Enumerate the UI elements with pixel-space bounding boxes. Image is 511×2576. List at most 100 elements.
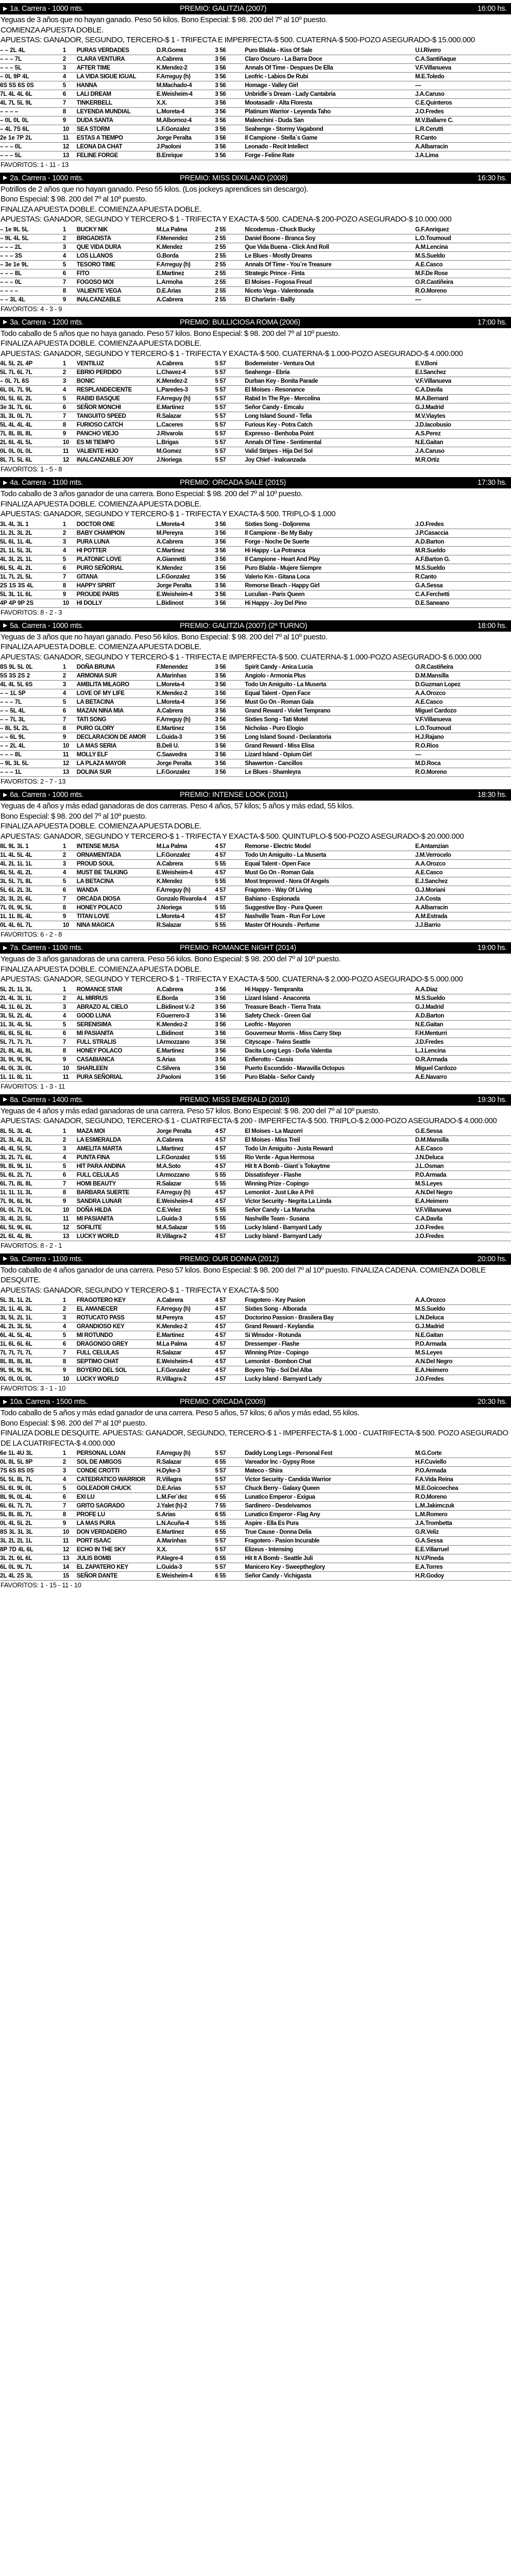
table-row[interactable]: – – – 1L 13 DOLINA SUR L.F.Gonzalez 3 56 Le B… bbox=[0, 768, 511, 777]
table-row[interactable]: – – 1L 5P 4 LOVE OF MY LIFE K.Mendez-2 3 56 E… bbox=[0, 689, 511, 698]
table-row[interactable]: 3L 5L 2L 1L 3 ROTUCATO PASS M.Pereyra 4 57 Do… bbox=[0, 1313, 511, 1323]
table-row[interactable]: 4L 7L 5L 9L 7 TINKERBELL X.X. 3 56 Mootasadir… bbox=[0, 98, 511, 108]
table-row[interactable]: 7L 4L 4L 6L 6 LALI DREAM E.Weisheim-4 3 56 Un… bbox=[0, 90, 511, 99]
table-row[interactable]: 2L 1L 4L 3L 2 EL AMANECER F.Arreguy (h) 4 57… bbox=[0, 1304, 511, 1314]
table-row[interactable]: 3L 5L 2L 4L 4 GOOD LUNA F.Guerrero-3 3 56 Saf… bbox=[0, 1011, 511, 1021]
table-row[interactable]: 3L 9L 9L 9L 9 CASABIANCA S.Arias 3 56 Enfiero… bbox=[0, 1055, 511, 1064]
table-row[interactable]: 2L 3L 4L 2L 2 LA ESMERALDA A.Cabrera 4 57 El … bbox=[0, 1136, 511, 1145]
table-row[interactable]: 8L 5L 3L 4L 1 MAZA MOI Jorge Peralta 4 57 El … bbox=[0, 1127, 511, 1136]
table-row[interactable]: 0L 4L 5L 2L 9 LA MAS PURA L.N.Acuña-4 5 55 As… bbox=[0, 1519, 511, 1528]
table-row[interactable]: 2S 1S 3S 4L 8 HAPPY SPIRIT Jorge Peralta 3 5… bbox=[0, 581, 511, 590]
table-row[interactable]: 0L 0L 0L 0L 10 LUCKY WORLD R.Villagra-2 4 57… bbox=[0, 1375, 511, 1384]
table-row[interactable]: 7S 6S 8S 0S 3 CONDE CROTTI H.Dyke-3 5 57 Mate… bbox=[0, 1466, 511, 1476]
table-row[interactable]: 0L 0L 0L 0L 11 VALIENTE HIJO M.Gomez 5 57 Val… bbox=[0, 447, 511, 456]
table-row[interactable]: 1L 6L 6L 6L 6 DRAGONGO GREY M.La Palma 4 57 D… bbox=[0, 1340, 511, 1349]
table-row[interactable]: 4L 2L 3L 5L 4 GRANDIOSO KEY K.Mendez-2 4 57 G… bbox=[0, 1322, 511, 1331]
table-row[interactable]: 1L 2L 3L 2L 2 BABY CHAMPION M.Pereyra 3 56 Il… bbox=[0, 529, 511, 538]
table-row[interactable]: 2e 1e 7P 2L 11 ESTAS A TIEMPO Jorge Peralta… bbox=[0, 133, 511, 143]
table-row[interactable]: 8L 8L 8L 8L 8 SEPTIMO CHAT E.Weisheim-4 4 57… bbox=[0, 1357, 511, 1366]
table-row[interactable]: 1L 1L 1L 3L 8 BARBARA SUERTE F.Arreguy (h) 4… bbox=[0, 1188, 511, 1197]
table-row[interactable]: 2L 6L 4L 5L 10 ES MI TIEMPO L.Brigas 5 57 Ann… bbox=[0, 438, 511, 447]
table-row[interactable]: 4P 4P 9P 2S 10 HI DOLLY L.Bidinost 3 56 Hi Ha… bbox=[0, 599, 511, 608]
table-row[interactable]: 8P 7D 4L 6L 12 ECHO IN THE SKY X.X. 5 57 Eliz… bbox=[0, 1545, 511, 1554]
table-row[interactable]: 6L 5L 4L 2L 6 PURO SEÑORIAL K.Mendez 3 56 Pur… bbox=[0, 564, 511, 573]
race-header-bar[interactable]: ▶ 9a. Carrera - 1100 mts. PREMIO: OUR DONN… bbox=[0, 1253, 511, 1265]
table-row[interactable]: 0L 5L 6L 2L 5 RABID BASQUE F.Arreguy (h) 5 5… bbox=[0, 394, 511, 403]
table-row[interactable]: 0L 0L 7L 0L 10 DOÑA HILDA C.E.Velez 5 55 Seño… bbox=[0, 1206, 511, 1215]
table-row[interactable]: – – 7L 3L 7 TATI SONG F.Arreguy (h) 3 56 Sixt… bbox=[0, 715, 511, 724]
table-row[interactable]: 5L 7L 6L 7L 2 EBRIO PERDIDO L.Chavez-4 5 57 S… bbox=[0, 368, 511, 377]
table-row[interactable]: – 9L 4L 5L 2 BRIGADISTA F.Menendez 2 55 Danie… bbox=[0, 234, 511, 243]
table-row[interactable]: – – – –8 LEYENDA MUNDIAL L.Moreta-4 3 56 Pla… bbox=[0, 107, 511, 116]
table-row[interactable]: 8L 9L 3L 1 1 INTENSE MUSA M.La Palma 4 57 Rem… bbox=[0, 842, 511, 851]
table-row[interactable]: 0L 8L 5L 8P 2 SOL DE AMIGOS R.Salazar 6 55 Va… bbox=[0, 1458, 511, 1467]
table-row[interactable]: – – – 7L 5 LA BETACINA L.Moreta-4 3 56 Must G… bbox=[0, 698, 511, 707]
table-row[interactable]: – 8L 5L 2L 8 PURO GLORY E.Martinez 3 56 Nicho… bbox=[0, 724, 511, 733]
table-row[interactable]: – – – 5L 13 FELINE FORGE B.Enrique 3 56 Forge… bbox=[0, 151, 511, 160]
table-row[interactable]: 7L 8L 8L 8L 9 PANCHO VIEJO J.Rivarola 5 57 Ex… bbox=[0, 429, 511, 438]
table-row[interactable]: 9L 8L 9L 1L 5 HIT PARA ANDINA M.A.Soto 4 57 H… bbox=[0, 1162, 511, 1171]
table-row[interactable]: 6L 6L 5L 6L 6 MI PASIANITA L.Bidinost 3 56 Go… bbox=[0, 1029, 511, 1038]
table-row[interactable]: 5L 8L 8L 7L 8 PROFE LU S.Arias 6 55 Lunatico … bbox=[0, 1510, 511, 1519]
table-row[interactable]: 2L 1L 5L 3L 4 HI POTTER C.Martinez 3 56 Hi Ha… bbox=[0, 546, 511, 555]
table-row[interactable]: 2L 4L 3L 1L 2 AL MIRRUS E.Borda 3 56 Lizard I… bbox=[0, 994, 511, 1003]
table-row[interactable]: – 0L 0L 0L 9 DUDA SANTA M.Albornoz-4 3 56 Mal… bbox=[0, 116, 511, 125]
table-row[interactable]: – 0L 7L 6S 3 BONIC K.Mendez-2 5 57 Durban Key… bbox=[0, 377, 511, 386]
table-row[interactable]: – – – 0L 7 FOGOSO MOI L.Armoha 2 55 El Moises… bbox=[0, 278, 511, 287]
table-row[interactable]: 5L 6L 9L 0L 5 GOLEADOR CHUCK D.E.Arias 5 57 C… bbox=[0, 1484, 511, 1493]
table-row[interactable]: 5L 6L 2L 7L 6 FULL CELULAS I.Armozzano 5 55 D… bbox=[0, 1171, 511, 1180]
table-row[interactable]: 4L 3L 2L 1L 5 PLATONIC LOVE A.Giannetti 3 56… bbox=[0, 555, 511, 564]
table-row[interactable]: 6L 0L 9L 7L 14 EL ZAPATERO KEY L.Guida-3 5 5… bbox=[0, 1563, 511, 1572]
table-row[interactable]: 5L 2L 1L 3L 1 ROMANCE STAR A.Cabrera 3 56 Hi … bbox=[0, 985, 511, 994]
table-row[interactable]: 4L 4L 5L 6S 3 AMBLITA MILAGRO L.Moreta-4 3 5… bbox=[0, 680, 511, 689]
table-row[interactable]: 2L 8L 4L 8L 8 HONEY POLACO E.Martinez 3 56 Da… bbox=[0, 1046, 511, 1056]
table-row[interactable]: 3L 3L 0L 7L 7 TANGUITO SPEED R.Salazar 5 57 L… bbox=[0, 412, 511, 421]
table-row[interactable]: 1L 1L 8L 4L 9 TITAN LOVE L.Moreta-4 4 57 Nash… bbox=[0, 912, 511, 921]
race-header-bar[interactable]: ▶ 5a. Carrera - 1000 mts. PREMIO: GALITZIA… bbox=[0, 620, 511, 632]
table-row[interactable]: – 1e 9L 5L 1 BUCKY NIK M.La Palma 2 55 Nicode… bbox=[0, 225, 511, 234]
table-row[interactable]: – – – 2L 3 QUE VIDA DURA K.Mendez 2 55 Que Vi… bbox=[0, 243, 511, 252]
table-row[interactable]: 6L 4L 5L 4L 5 MI ROTUNDO E.Martinez 4 57 Si W… bbox=[0, 1331, 511, 1340]
table-row[interactable]: – – – 8L 6 FITO E.Martinez 2 55 Strategic Pri… bbox=[0, 269, 511, 278]
table-row[interactable]: 1L 1L 8L 1L 11 PURA SEÑORIAL J.Paoloni 3 56 P… bbox=[0, 1073, 511, 1082]
table-row[interactable]: 8L 9L 0L 4L 6 EXI LU L.M.Fer`dez 6 55 Lunatic… bbox=[0, 1493, 511, 1502]
table-row[interactable]: – – 5L 4L 6 MAZAN NINA MIA A.Cabrera 3 56 Gra… bbox=[0, 706, 511, 716]
table-row[interactable]: 9L 9L 9L 9L 9 BOYERO DEL SOL L.F.Gonzalez 4 … bbox=[0, 1366, 511, 1375]
table-row[interactable]: 6S 5S 6S 0S 5 HANNA M.Machado-4 3 56 Homage -… bbox=[0, 81, 511, 90]
table-row[interactable]: 6L 5L 9L 6L 12 SOFILITE M.A.Salazar 5 55 Luck… bbox=[0, 1223, 511, 1232]
table-row[interactable]: 7L 0L 9L 5L 8 HONEY POLACO J.Noriega 5 55 Sug… bbox=[0, 903, 511, 912]
table-row[interactable]: – – 2L 4L 1 PURAS VERDADES D.R.Gomez 3 56 Pur… bbox=[0, 46, 511, 55]
table-row[interactable]: – – – –8 VALIENTE VEGA D.E.Arias 2 55 Niceto… bbox=[0, 286, 511, 296]
table-row[interactable]: 2L 6L 4L 8L 13 LUCKY WORLD R.Villagra-2 4 57… bbox=[0, 1232, 511, 1241]
table-row[interactable]: – – 6L 9L 9 DECLARACION DE AMOR L.Guida-3 3 … bbox=[0, 733, 511, 742]
table-row[interactable]: 3L 2L 2L 1L 11 PORT ISAAC A.Marinhas 5 57 Fra… bbox=[0, 1536, 511, 1546]
table-row[interactable]: 8S 9L 5L 0L 1 DOÑA BRUNA F.Menendez 3 56 Spir… bbox=[0, 663, 511, 672]
race-header-bar[interactable]: ▶ 4a. Carrera - 1100 mts. PREMIO: ORCADA S… bbox=[0, 477, 511, 488]
table-row[interactable]: 3L 2L 6L 6L 13 JULIS BOMB P.Alegre-4 6 55 Hit… bbox=[0, 1554, 511, 1563]
race-header-bar[interactable]: ▶ 3a. Carrera - 1200 mts. PREMIO: BULLICIO… bbox=[0, 316, 511, 328]
table-row[interactable]: 3L 4L 2L 5L 11 MI PASIANITA L.Guida-3 5 55 Na… bbox=[0, 1214, 511, 1224]
table-row[interactable]: 5S 3S 2S 2 2 ARMONIA SUR A.Marinhas 3 56 Angi… bbox=[0, 671, 511, 681]
table-row[interactable]: 4L 0L 3L 0L 10 SHARLEEN C.Silvera 3 56 Puerto… bbox=[0, 1064, 511, 1073]
table-row[interactable]: – 4L 7S 6L 10 SEA STORM L.F.Gonzalez 3 56 Sea… bbox=[0, 125, 511, 134]
race-header-bar[interactable]: ▶ 1a. Carrera - 1000 mts. PREMIO: GALITZIA… bbox=[0, 3, 511, 14]
table-row[interactable]: 7L 9L 6L 9L 9 SANDRA LUNAR E.Weisheim-4 4 57… bbox=[0, 1197, 511, 1206]
race-header-bar[interactable]: ▶ 10a. Carrera - 1500 mts. PREMIO: ORCADA … bbox=[0, 1396, 511, 1408]
table-row[interactable]: 2L 4L 2S 3L 15 SEÑOR DANTE E.Weisheim-4 6 55… bbox=[0, 1571, 511, 1581]
table-row[interactable]: 4L 2L 1L 1L 3 PROUD SOUL A.Cabrera 5 55 Equal… bbox=[0, 859, 511, 869]
table-row[interactable]: – 9L 3L 5L 12 LA PLAZA MAYOR Jorge Peralta 3… bbox=[0, 759, 511, 768]
table-row[interactable]: – – 2L 4L 10 LA MAS SERIA B.Deli U. 3 56 Gran… bbox=[0, 741, 511, 751]
table-row[interactable]: 4L 4L 5L 5L 3 AMELITA MARTA L.Martinez 4 57 T… bbox=[0, 1144, 511, 1154]
table-row[interactable]: 3L 5L 7L 8L 5 LA BETACINA K.Mendez 5 55 Most … bbox=[0, 877, 511, 886]
table-row[interactable]: 4L 5L 2L 4P 1 VENTILUZ A.Cabrera 5 57 Bodemei… bbox=[0, 360, 511, 368]
table-row[interactable]: 4L 1L 6L 2L 3 ABRAZO AL CIELO L.Bidinost V.… bbox=[0, 1003, 511, 1012]
table-row[interactable]: 7L 7L 7L 7L 7 FULL CELULAS R.Salazar 4 57 Win… bbox=[0, 1348, 511, 1358]
table-row[interactable]: – – – 7L 2 CLARA VENTURA A.Cabrera 3 56 Claro… bbox=[0, 55, 511, 64]
table-row[interactable]: 3L 2L 7L 6L 4 PUNTA FINA L.F.Gonzalez 5 55 Ri… bbox=[0, 1153, 511, 1162]
table-row[interactable]: 0L 4L 6L 7L 10 NINA MAGICA R.Salazar 5 55 Mas… bbox=[0, 921, 511, 930]
table-row[interactable]: 6L 0L 7L 9L 4 RESPLANDECIENTE L.Paredes-3 5 … bbox=[0, 385, 511, 395]
table-row[interactable]: 5L 4L 4L 4L 8 FURIOSO CATCH L.Caceres 5 57 Fu… bbox=[0, 420, 511, 430]
race-header-bar[interactable]: ▶ 7a. Carrera - 1100 mts. PREMIO: ROMANCE … bbox=[0, 942, 511, 954]
race-header-bar[interactable]: ▶ 2a. Carrera - 1000 mts. PREMIO: MISS DIX… bbox=[0, 172, 511, 184]
table-row[interactable]: 5L 6L 2L 3L 6 WANDA F.Arreguy (h) 4 57 Fragot… bbox=[0, 886, 511, 895]
